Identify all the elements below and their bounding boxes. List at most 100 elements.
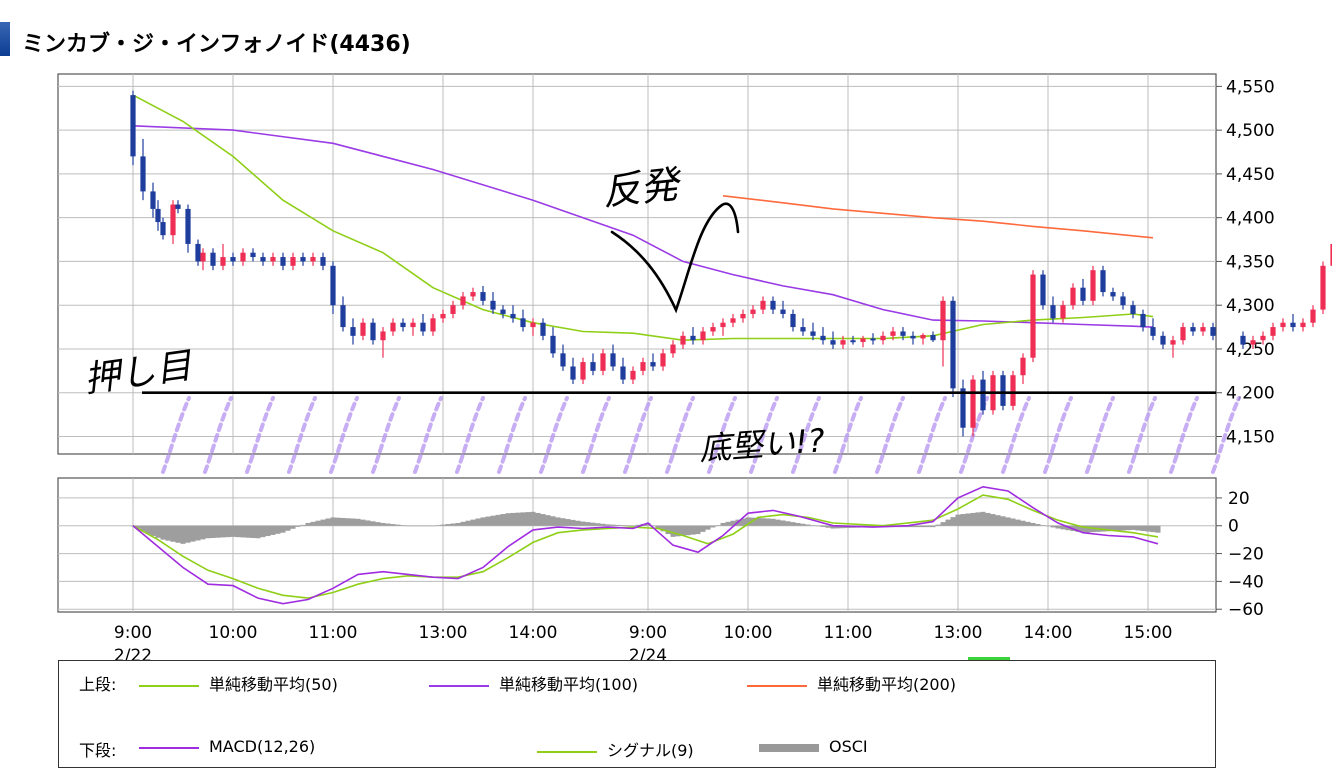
osci-bar xyxy=(605,524,611,526)
osci-bar xyxy=(785,521,791,526)
osci-bar xyxy=(415,525,421,527)
osci-bar xyxy=(655,525,661,529)
candle-body xyxy=(1180,327,1186,341)
legend-text-macd: MACD(12,26) xyxy=(209,737,316,756)
osci-bar xyxy=(975,512,981,526)
legend-text-sma50: 単純移動平均(50) xyxy=(209,675,338,694)
osci-bar xyxy=(385,523,391,526)
candle-body xyxy=(530,322,536,328)
annotation-stripe xyxy=(791,396,821,474)
osci-bar xyxy=(810,525,816,526)
osci-bar xyxy=(530,511,536,526)
osci-bar xyxy=(920,525,926,528)
candle-body xyxy=(540,322,546,336)
osci-bar xyxy=(300,524,306,526)
osci-bar xyxy=(135,525,141,529)
osci-bar xyxy=(525,512,531,526)
sma50-swatch xyxy=(139,684,199,687)
osci-bar xyxy=(1025,521,1031,526)
candle-body xyxy=(950,300,956,389)
candle-body xyxy=(1270,327,1276,336)
candle-body xyxy=(930,334,936,341)
osci-bar xyxy=(625,525,631,526)
candle-body xyxy=(1050,305,1056,319)
osci-bar xyxy=(140,525,146,532)
osci-bar xyxy=(820,525,826,527)
candle-body xyxy=(330,265,336,306)
osci-bar xyxy=(725,521,731,526)
osci-bar xyxy=(1020,520,1026,526)
lower-ytick-label: −20 xyxy=(1228,545,1264,565)
osci-bar xyxy=(185,525,191,543)
osci-bar xyxy=(1130,525,1136,530)
x-tick-date-label: 2/22 xyxy=(114,646,152,660)
osci-bar xyxy=(285,525,291,531)
osci-bar xyxy=(340,517,346,526)
legend-label-lower: 下段: xyxy=(79,741,117,760)
upper-ytick-label: 4,550 xyxy=(1226,77,1275,97)
candle-body xyxy=(800,327,806,332)
candle-body xyxy=(1290,322,1296,328)
candle-body xyxy=(160,222,166,236)
osci-bar xyxy=(1125,525,1131,531)
candle-body xyxy=(850,340,856,343)
x-tick-label: 9:00 xyxy=(114,623,152,643)
osci-bar xyxy=(955,514,961,526)
candle-body xyxy=(430,318,436,332)
osci-bar xyxy=(765,518,771,526)
osci-bar xyxy=(460,521,466,526)
price-chart: 9:00 2/22 10:00 11:00 13:00 14:00 9:00 2/24 10:0… xyxy=(57,73,1332,660)
candle-body xyxy=(520,318,526,328)
x-tick-label: 10:00 xyxy=(724,623,773,643)
osci-bar xyxy=(825,525,831,528)
osci-bar xyxy=(455,522,461,526)
osci-bar xyxy=(775,519,781,526)
candle-body xyxy=(170,204,176,236)
legend-item-sma100: 単純移動平均(100) xyxy=(429,671,638,695)
osci-bar xyxy=(1040,525,1046,526)
candle-body xyxy=(750,309,756,314)
candle-body xyxy=(640,362,646,371)
osci-bar xyxy=(165,525,171,541)
candle-body xyxy=(1060,305,1066,319)
osci-bar xyxy=(1150,525,1156,533)
candle-body xyxy=(270,257,276,262)
candle-body xyxy=(500,309,506,314)
annotation-stripe xyxy=(917,396,947,474)
candle-body xyxy=(610,353,616,367)
candle-body xyxy=(440,313,446,319)
candle-body xyxy=(810,331,816,336)
candle-body xyxy=(460,296,466,306)
lower-ytick-label: −40 xyxy=(1228,572,1264,592)
osci-bar xyxy=(225,525,231,538)
osci-bar xyxy=(805,524,811,526)
osci-bar xyxy=(195,525,201,541)
annotation-stripe xyxy=(413,396,443,474)
osci-bar xyxy=(720,522,726,526)
osci-bar xyxy=(510,512,516,526)
osci-bar xyxy=(515,512,521,526)
candle-body xyxy=(1190,327,1196,332)
osci-bar xyxy=(965,513,971,526)
osci-bar xyxy=(630,525,636,527)
osci-bar xyxy=(360,519,366,526)
candle-body xyxy=(790,313,796,328)
candle-body xyxy=(760,300,766,310)
osci-bar xyxy=(945,519,951,526)
legend-row-lower: 下段: MACD(12,26) シグナル(9) OSCI xyxy=(59,735,1215,760)
candle-body xyxy=(1090,270,1096,301)
osci-bar xyxy=(600,523,606,526)
candle-body xyxy=(220,257,226,266)
candle-body xyxy=(730,318,736,323)
annotation-stripe xyxy=(1211,396,1241,474)
candle-body xyxy=(890,331,896,336)
osci-bar xyxy=(1060,525,1066,530)
osci-bar xyxy=(475,518,481,526)
osci-bar xyxy=(690,525,696,535)
osci-bar xyxy=(755,517,761,526)
candle-body xyxy=(1320,265,1326,310)
osci-bar xyxy=(650,525,656,527)
osci-swatch xyxy=(759,743,819,752)
osci-bar xyxy=(1055,525,1061,529)
x-tick-label: 10:00 xyxy=(209,623,258,643)
